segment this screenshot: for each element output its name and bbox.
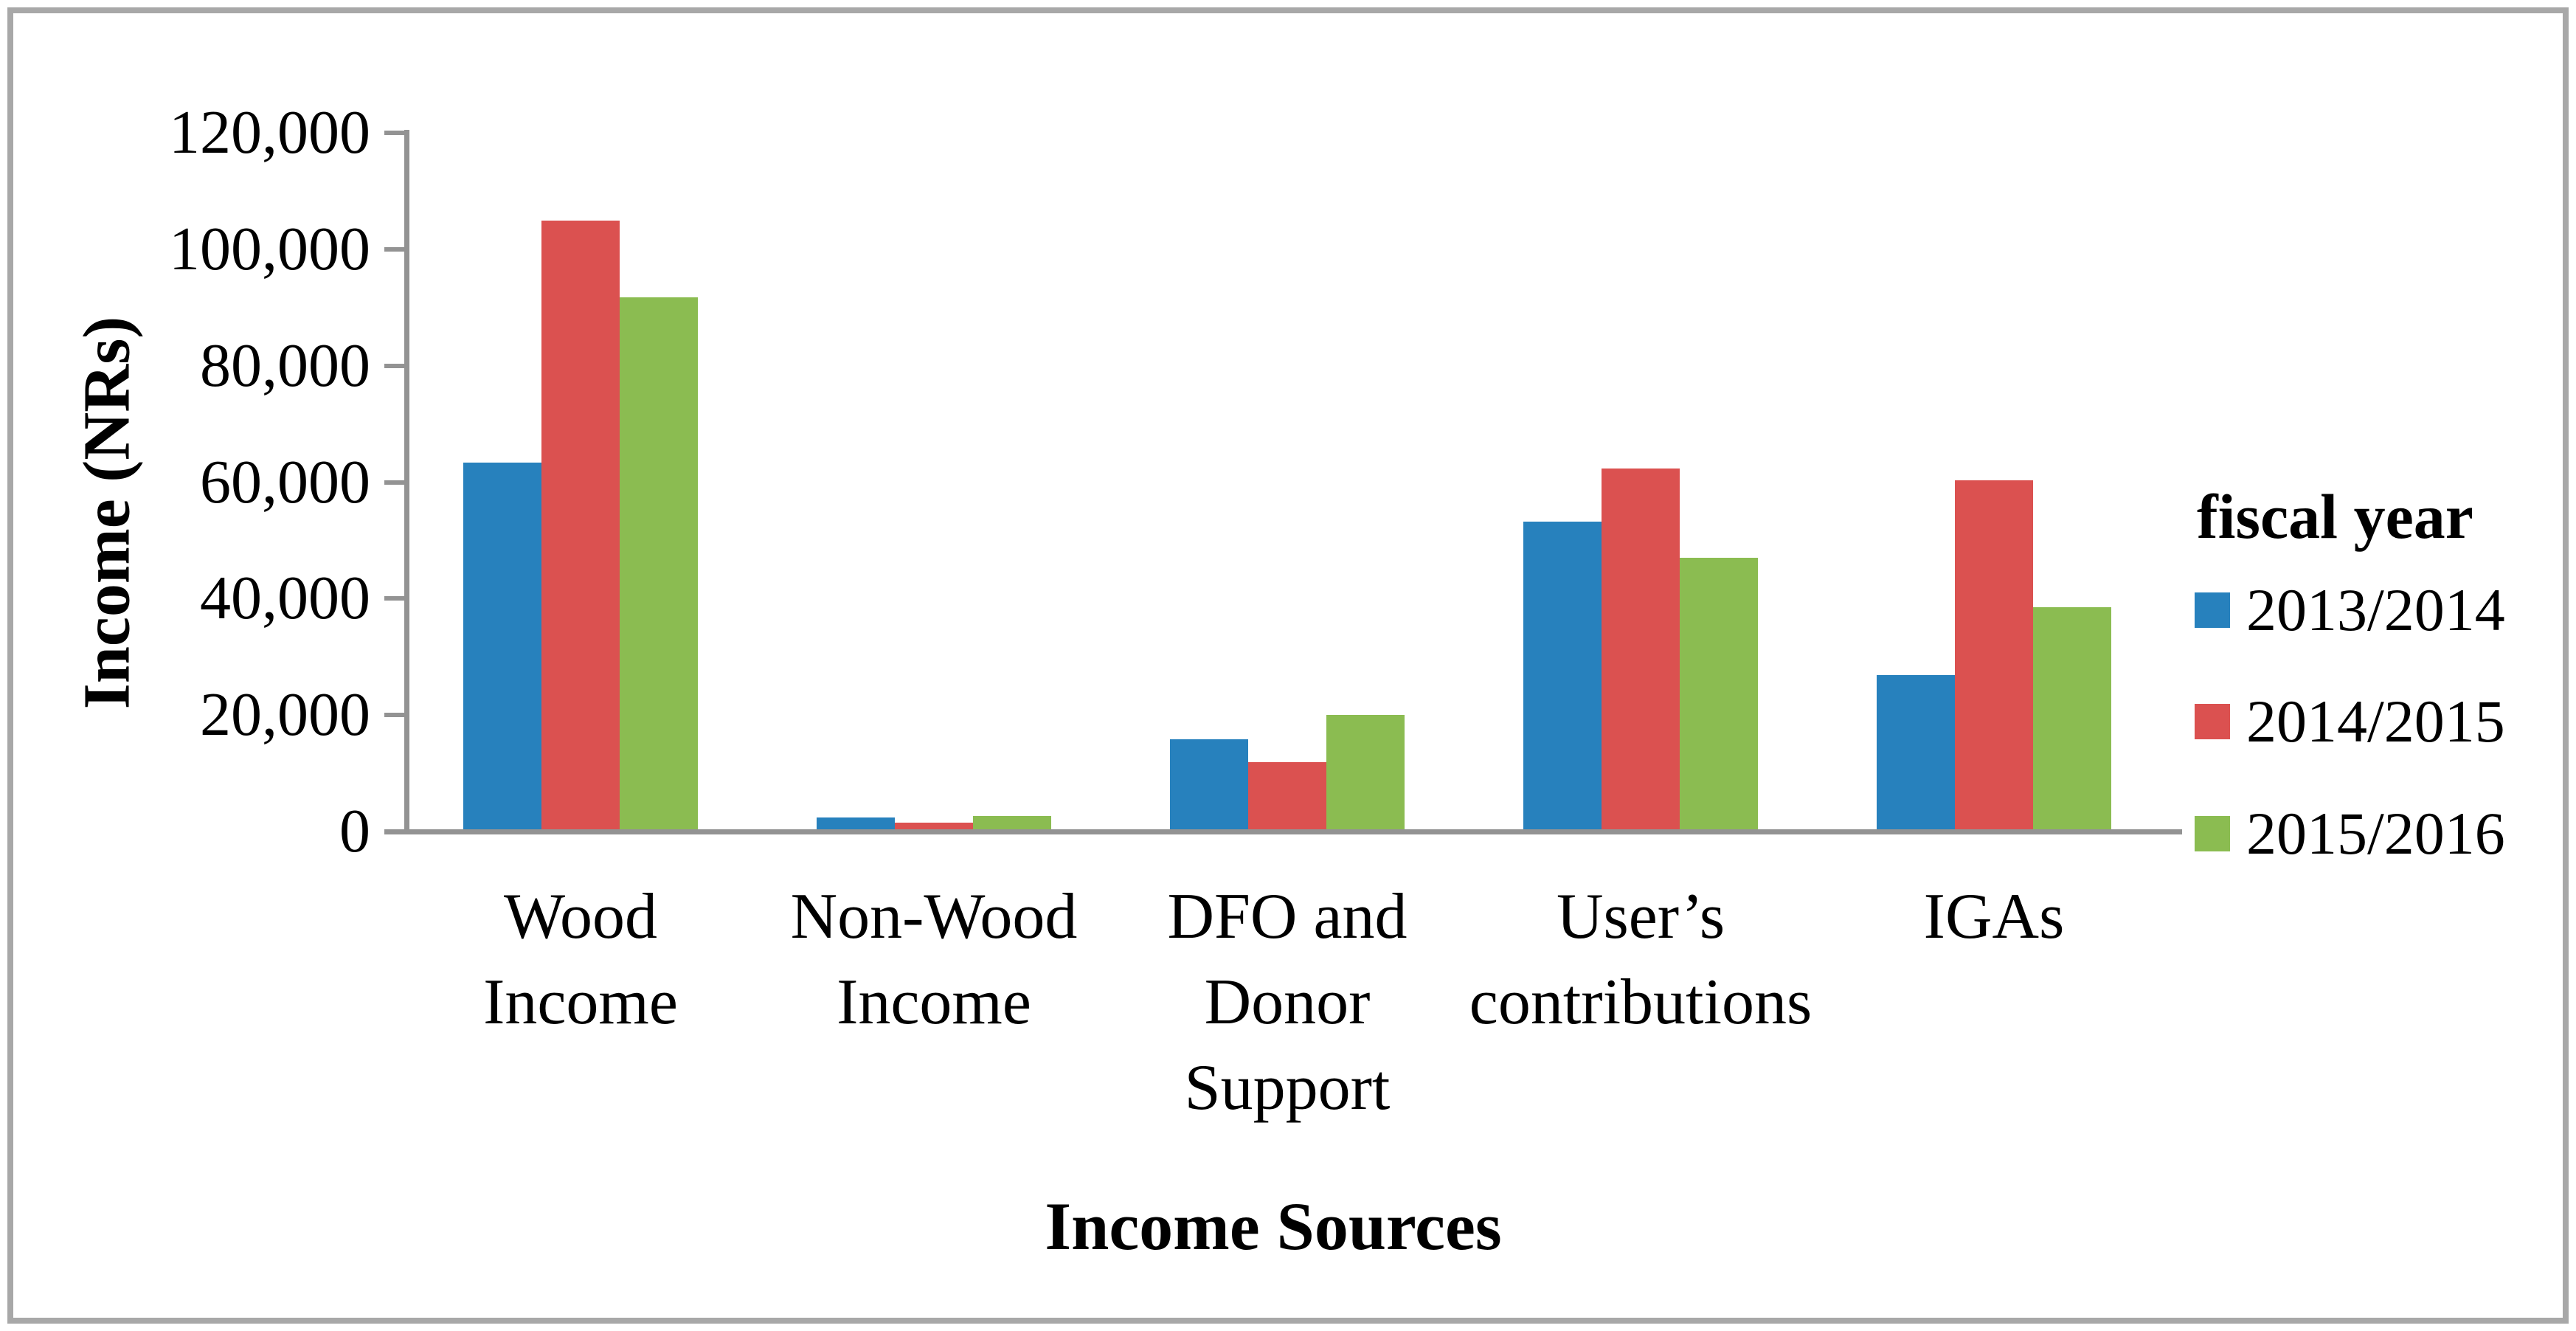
y-tick-mark <box>384 480 404 485</box>
bar-2015-2016-category-3 <box>1680 558 1758 829</box>
category-label-line: IGAs <box>1923 881 2065 953</box>
y-tick-mark <box>384 131 404 135</box>
category-label: IGAs <box>1817 874 2171 960</box>
legend-item: 2014/2015 <box>2195 691 2505 752</box>
bar-2014-2015-category-1 <box>895 822 973 829</box>
category-label-line: Income <box>483 967 678 1038</box>
bar-2013-2014-category-3 <box>1523 522 1602 829</box>
legend-item: 2013/2014 <box>2195 580 2505 640</box>
bar-2014-2015-category-2 <box>1248 762 1326 829</box>
y-tick-label: 40,000 <box>200 564 370 633</box>
y-tick-mark <box>384 596 404 601</box>
bar-2013-2014-category-1 <box>817 817 895 829</box>
bar-2014-2015-category-0 <box>541 221 620 829</box>
bar-2014-2015-category-3 <box>1602 468 1680 829</box>
x-axis-line <box>384 829 2182 834</box>
legend-title: fiscal year <box>2197 481 2473 552</box>
y-tick-label: 60,000 <box>200 447 370 516</box>
bar-2015-2016-category-4 <box>2033 607 2111 829</box>
bar-2015-2016-category-1 <box>973 815 1051 829</box>
chart-border-frame <box>7 7 2569 1324</box>
y-tick-mark <box>384 246 404 252</box>
legend-swatch-icon <box>2195 592 2230 628</box>
legend-item-label: 2014/2015 <box>2246 688 2505 755</box>
category-label: Non-Wood Income <box>757 874 1111 1045</box>
category-label: Wood Income <box>404 874 758 1045</box>
y-tick-label: 0 <box>339 797 370 865</box>
category-label-line: Wood <box>503 881 657 953</box>
y-tick-label: 120,000 <box>169 98 370 167</box>
category-label-line: Donor <box>1204 967 1371 1038</box>
bar-2015-2016-category-2 <box>1326 715 1405 829</box>
legend-swatch-icon <box>2195 816 2230 851</box>
bar-2013-2014-category-0 <box>463 462 541 829</box>
legend-swatch-icon <box>2195 704 2230 739</box>
category-label-line: Income <box>837 967 1031 1038</box>
legend-item: 2015/2016 <box>2195 803 2505 864</box>
legend-item-label: 2013/2014 <box>2246 576 2505 643</box>
category-label-line: Support <box>1184 1052 1391 1124</box>
bar-2015-2016-category-0 <box>620 297 698 829</box>
x-axis-title: Income Sources <box>1045 1189 1502 1264</box>
category-label: DFO and Donor Support <box>1110 874 1464 1131</box>
category-label-line: Non-Wood <box>790 881 1078 953</box>
y-tick-label: 100,000 <box>169 214 370 283</box>
bar-2013-2014-category-4 <box>1877 674 1955 829</box>
bar-2014-2015-category-4 <box>1955 480 2033 829</box>
legend-item-label: 2015/2016 <box>2246 800 2505 867</box>
y-tick-label: 20,000 <box>200 680 370 750</box>
category-label-line: contributions <box>1469 967 1812 1038</box>
y-tick-mark <box>384 363 404 368</box>
bar-2013-2014-category-2 <box>1170 739 1248 829</box>
y-tick-mark <box>384 713 404 718</box>
category-label-line: User’s <box>1556 881 1725 953</box>
y-tick-label: 80,000 <box>200 331 370 400</box>
category-label: User’s contributions <box>1464 874 1818 1045</box>
category-label-line: DFO and <box>1167 881 1408 953</box>
y-axis-line <box>404 130 409 834</box>
